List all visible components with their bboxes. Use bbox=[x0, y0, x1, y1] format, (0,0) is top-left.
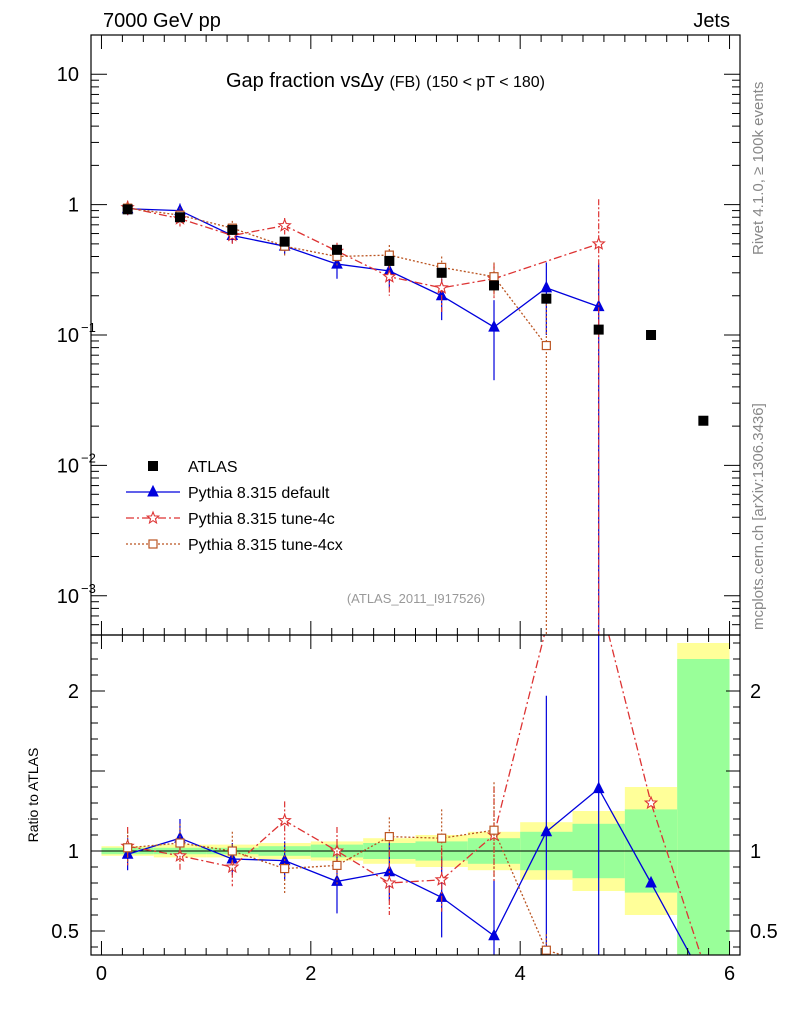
ratio-series-line-1 bbox=[127, 635, 702, 955]
series-point bbox=[540, 280, 553, 293]
header-left: 7000 GeV pp bbox=[103, 10, 221, 32]
chart-title: Gap fraction vsΔy (FB) (150 < pT < 180) bbox=[226, 70, 545, 92]
ratio-point bbox=[123, 843, 133, 853]
series-point bbox=[488, 319, 500, 332]
legend-marker bbox=[148, 539, 158, 549]
atlas-data-point bbox=[593, 324, 604, 335]
ratio-point bbox=[541, 945, 551, 955]
ratio-y-tick-label: 1 bbox=[68, 841, 79, 863]
series-line-0 bbox=[127, 208, 599, 328]
mcplots-label: mcplots.cern.ch [arXiv:1306.3436] bbox=[750, 403, 767, 630]
ratio-point bbox=[488, 928, 500, 941]
main-y-tick-label: 10 bbox=[57, 455, 79, 477]
main-y-tick-label: 10 bbox=[57, 325, 79, 347]
ratio-series-line-0 bbox=[127, 787, 692, 955]
legend-label: Pythia 8.315 default bbox=[188, 485, 330, 502]
ratio-point bbox=[643, 795, 659, 810]
reference-tag: (ATLAS_2011_I917526) bbox=[347, 591, 485, 606]
legend: ATLAS Pythia 8.315 default Pythia 8.315 tu… bbox=[126, 459, 343, 554]
atlas-data-point bbox=[227, 224, 238, 235]
ratio-point bbox=[384, 831, 394, 842]
legend-label: Pythia 8.315 tune-4cx bbox=[188, 537, 343, 554]
atlas-data-point bbox=[384, 255, 395, 266]
legend-label: ATLAS bbox=[188, 459, 238, 476]
series-point bbox=[489, 272, 499, 282]
series-point bbox=[541, 340, 551, 351]
ratio-point bbox=[175, 838, 185, 848]
series-point bbox=[331, 256, 343, 269]
ratio-point bbox=[172, 848, 188, 862]
atlas-data-point bbox=[122, 204, 133, 215]
ratio-y-tick-label: 0.5 bbox=[51, 921, 79, 943]
ratio-point bbox=[540, 824, 553, 837]
ratio-point bbox=[332, 860, 342, 871]
x-tick-label: 0 bbox=[96, 963, 107, 985]
atlas-data-point bbox=[698, 415, 709, 426]
main-y-tick-exponent: −3 bbox=[81, 581, 96, 596]
ratio-point bbox=[645, 875, 657, 888]
series-point bbox=[434, 280, 449, 294]
ratio-point bbox=[434, 872, 449, 886]
series-point bbox=[277, 218, 292, 232]
series-point bbox=[382, 269, 397, 283]
atlas-data-point bbox=[279, 236, 290, 247]
ratio-y-tick-label: 2 bbox=[68, 681, 79, 703]
rivet-version-label: Rivet 4.1.0, ≥ 100k events bbox=[750, 82, 767, 255]
ratio-point bbox=[382, 875, 397, 890]
atlas-data-point bbox=[331, 244, 342, 255]
x-tick-label: 2 bbox=[305, 963, 316, 985]
ratio-y-tick-label-right: 0.5 bbox=[750, 921, 778, 943]
legend-marker bbox=[148, 461, 158, 471]
ratio-point bbox=[227, 846, 237, 856]
main-y-tick-label: 10 bbox=[57, 64, 79, 86]
ratio-point bbox=[280, 863, 290, 874]
legend-marker bbox=[147, 484, 159, 497]
atlas-data-point bbox=[646, 330, 657, 340]
atlas-data-point bbox=[436, 267, 447, 278]
header-right: Jets bbox=[693, 10, 730, 32]
main-y-tick-exponent: −2 bbox=[81, 450, 96, 465]
ratio-y-axis-label: Ratio to ATLAS bbox=[25, 748, 41, 843]
legend-label: Pythia 8.315 tune-4c bbox=[188, 511, 335, 528]
series-point bbox=[591, 236, 606, 250]
atlas-data-point bbox=[489, 280, 500, 291]
ratio-point bbox=[331, 874, 343, 886]
main-y-tick-exponent: −1 bbox=[81, 320, 96, 335]
x-tick-label: 4 bbox=[515, 963, 526, 985]
main-y-tick-label: 1 bbox=[68, 195, 79, 217]
ratio-point bbox=[277, 813, 292, 827]
x-tick-label: 6 bbox=[724, 963, 735, 985]
ratio-y-tick-label-right: 2 bbox=[750, 681, 761, 703]
ratio-point bbox=[437, 833, 447, 843]
atlas-data-point bbox=[174, 212, 185, 223]
atlas-data-point bbox=[541, 293, 552, 304]
ratio-y-tick-label-right: 1 bbox=[750, 841, 761, 863]
series-line-2 bbox=[127, 207, 547, 346]
legend-marker bbox=[145, 510, 161, 525]
ratio-point bbox=[592, 781, 605, 794]
ratio-band-green bbox=[677, 659, 730, 955]
main-y-tick-label: 10 bbox=[57, 586, 79, 608]
ratio-point bbox=[489, 825, 499, 835]
